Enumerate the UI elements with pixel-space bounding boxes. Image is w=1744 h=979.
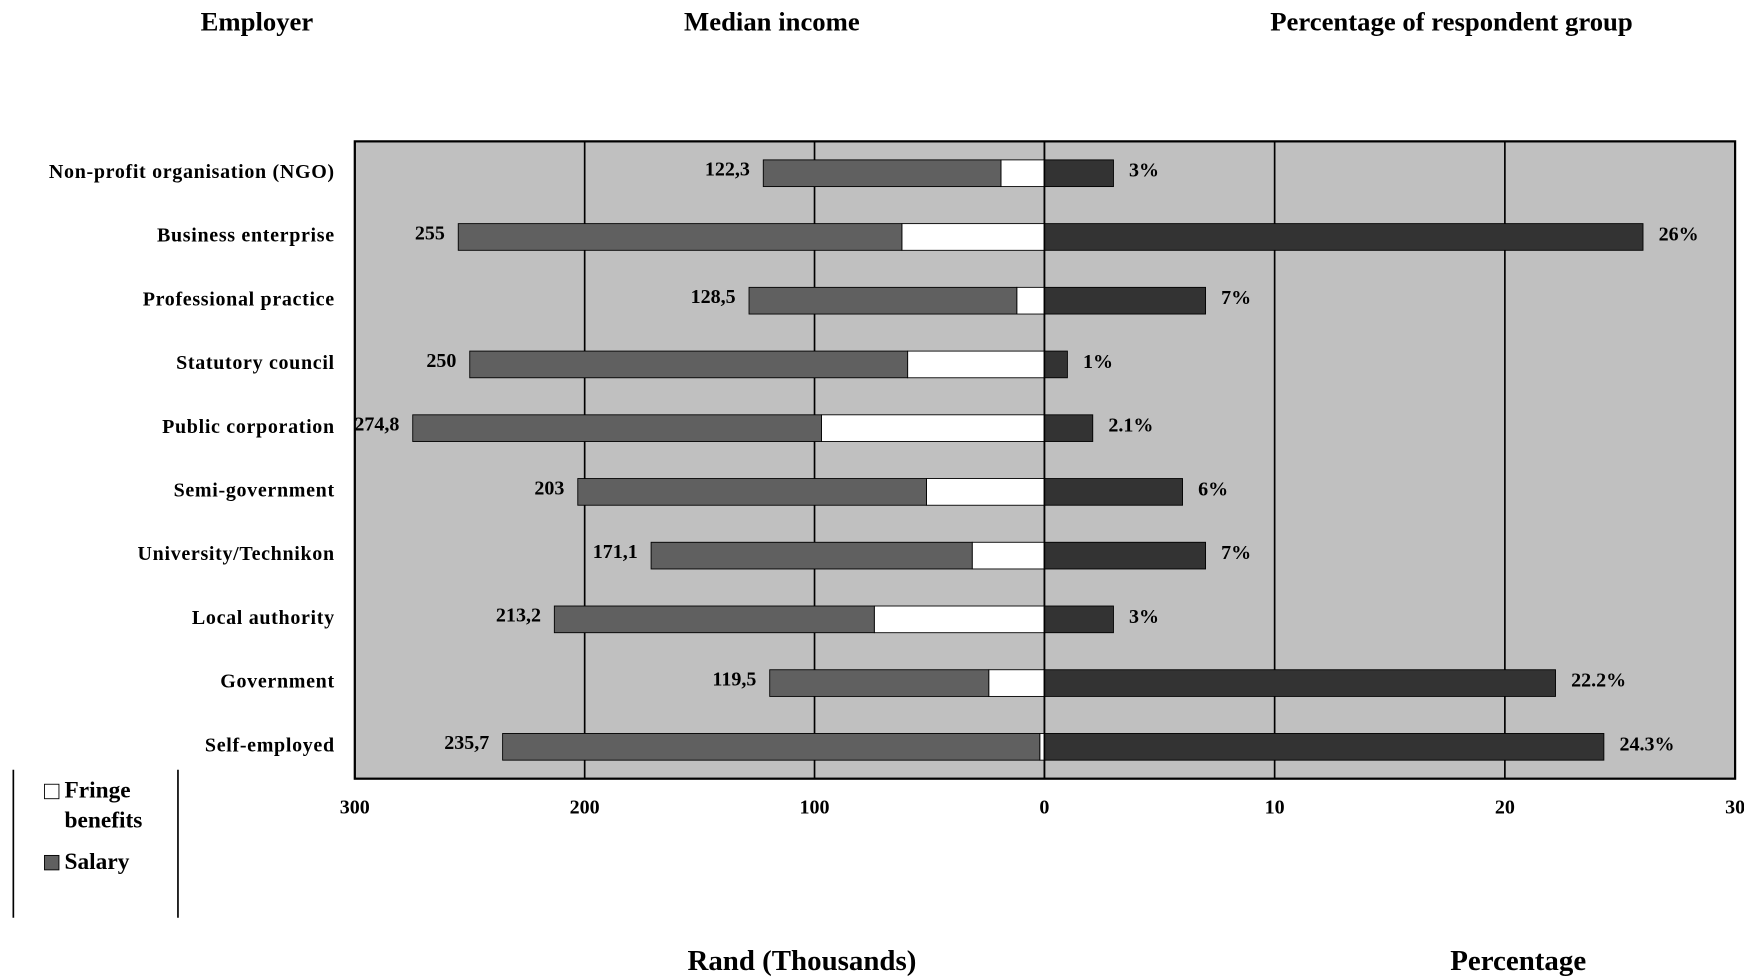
percent-label: 7% xyxy=(1221,542,1251,564)
income-bar xyxy=(469,350,909,379)
percent-label: 6% xyxy=(1198,478,1228,500)
legend-swatch xyxy=(44,783,60,800)
income-bar xyxy=(762,159,1002,188)
percent-bar xyxy=(1043,541,1207,570)
percent-bar xyxy=(1043,414,1094,442)
income-bar xyxy=(988,669,1045,697)
category-label: Government xyxy=(220,671,335,693)
income-bar xyxy=(748,286,1018,315)
income-bar xyxy=(553,605,875,634)
percent-label: 3% xyxy=(1129,160,1159,182)
percent-bar xyxy=(1043,350,1068,379)
total-label: 171,1 xyxy=(593,541,638,563)
income-bar xyxy=(412,414,822,442)
income-bar xyxy=(769,669,990,697)
percent-bar xyxy=(1043,605,1114,634)
x-tick-label: 100 xyxy=(800,796,830,818)
income-bar xyxy=(873,605,1045,634)
percent-label: 26% xyxy=(1659,223,1699,245)
x2-tick-label: 10 xyxy=(1265,796,1285,818)
category-label: Statutory council xyxy=(176,352,335,374)
income-bar xyxy=(820,414,1045,442)
percent-label: 22.2% xyxy=(1571,670,1626,692)
percent-label: 3% xyxy=(1129,606,1159,628)
percent-bar xyxy=(1043,159,1114,188)
percent-label: 24.3% xyxy=(1619,733,1674,755)
panel-title: Median income xyxy=(684,7,860,37)
income-bar xyxy=(971,541,1045,570)
legend-label: Salary xyxy=(64,847,130,875)
x-tick-label: 0 xyxy=(1039,796,1049,818)
category-label: Semi-government xyxy=(174,479,335,501)
percent-bar xyxy=(1043,733,1605,761)
total-label: 213,2 xyxy=(496,605,541,627)
category-label: Self-employed xyxy=(205,734,335,756)
category-label: Business enterprise xyxy=(157,225,335,247)
category-label: Public corporation xyxy=(162,416,335,438)
percent-label: 7% xyxy=(1221,287,1251,309)
percent-bar xyxy=(1043,286,1207,315)
total-label: 235,7 xyxy=(444,732,489,754)
x2-tick-label: 30 xyxy=(1725,796,1744,818)
income-bar xyxy=(901,223,1045,251)
income-bar xyxy=(577,478,927,506)
legend-swatch xyxy=(44,854,60,871)
total-label: 128,5 xyxy=(691,286,736,308)
income-bar xyxy=(502,733,1041,761)
total-label: 255 xyxy=(415,222,445,244)
percent-label: 2.1% xyxy=(1108,415,1153,437)
income-bar xyxy=(1016,286,1045,315)
legend-label: Fringe benefits xyxy=(64,776,143,834)
total-label: 122,3 xyxy=(705,159,750,181)
percent-bar xyxy=(1043,669,1556,697)
percent-bar xyxy=(1043,223,1644,251)
income-bar xyxy=(650,541,973,570)
panel-title: Employer xyxy=(201,7,314,37)
percent-label: 1% xyxy=(1083,351,1113,373)
total-label: 119,5 xyxy=(712,668,756,690)
category-label: University/Technikon xyxy=(138,543,335,565)
legend-entry: Fringe benefits xyxy=(64,776,143,834)
category-label: Local authority xyxy=(192,607,335,629)
percent-bar xyxy=(1043,478,1183,506)
x2-tick-label: 20 xyxy=(1495,796,1515,818)
x2-axis-title: Percentage xyxy=(1450,945,1586,977)
category-label: Professional practice xyxy=(143,288,335,310)
income-bar xyxy=(1000,159,1045,188)
x-tick-label: 300 xyxy=(340,796,370,818)
income-bar xyxy=(926,478,1045,506)
panel-title: Percentage of respondent group xyxy=(1270,7,1632,37)
category-label: Non-profit organisation (NGO) xyxy=(49,161,335,183)
income-bar xyxy=(457,223,903,251)
income-bar xyxy=(907,350,1045,379)
legend-entry: Salary xyxy=(64,847,130,875)
total-label: 203 xyxy=(534,477,564,499)
total-label: 250 xyxy=(426,350,456,372)
x-axis-title: Rand (Thousands) xyxy=(687,945,916,977)
total-label: 274,8 xyxy=(354,414,399,436)
x-tick-label: 200 xyxy=(570,796,600,818)
